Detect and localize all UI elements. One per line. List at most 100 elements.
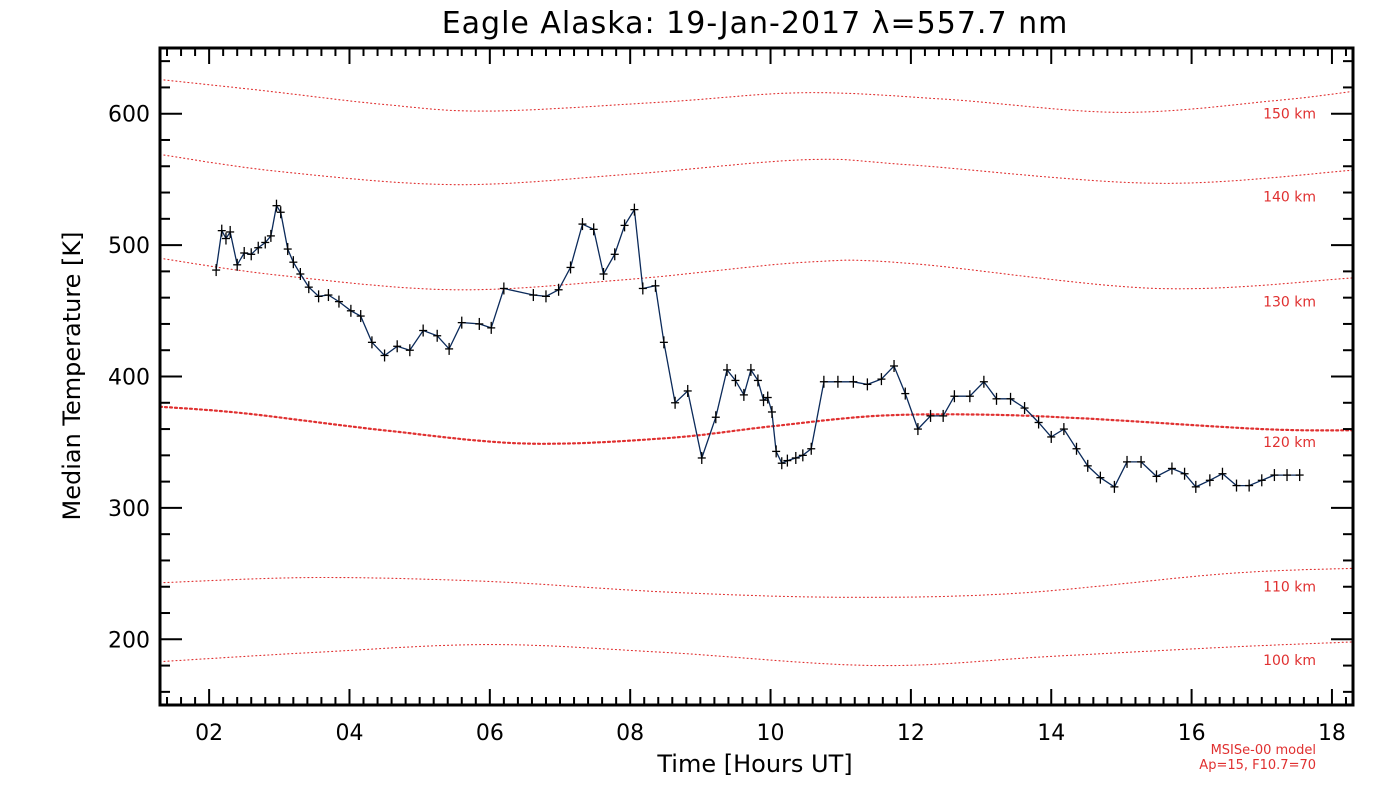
model-curve-110km xyxy=(159,567,1354,598)
model-curve-label: 120 km xyxy=(1263,435,1316,451)
data-point xyxy=(240,246,249,259)
data-point xyxy=(233,258,242,271)
data-point xyxy=(863,378,872,391)
temperature-series xyxy=(212,199,1304,493)
x-tick-label: 16 xyxy=(1178,721,1206,746)
data-point xyxy=(445,342,454,355)
data-point xyxy=(620,219,629,232)
data-point xyxy=(1205,474,1214,487)
data-point xyxy=(499,282,508,295)
data-point xyxy=(283,243,292,256)
data-point xyxy=(367,336,376,349)
data-point xyxy=(833,375,842,388)
data-point xyxy=(753,374,762,387)
model-curve-130km xyxy=(159,257,1354,291)
data-point xyxy=(1110,480,1119,493)
data-point xyxy=(226,225,235,238)
data-point xyxy=(566,261,575,274)
data-point xyxy=(731,374,740,387)
model-curve-label: 140 km xyxy=(1263,189,1316,205)
data-point xyxy=(772,445,781,458)
data-point xyxy=(1218,467,1227,480)
data-point xyxy=(763,391,772,404)
y-axis-label: Median Temperature [K] xyxy=(58,231,86,520)
data-point xyxy=(1072,442,1081,455)
data-point xyxy=(791,451,800,464)
data-point xyxy=(217,224,226,237)
data-point xyxy=(671,396,680,409)
data-point xyxy=(739,388,748,401)
model-curves xyxy=(158,78,1355,667)
data-point xyxy=(807,442,816,455)
y-tick-label: 300 xyxy=(108,497,150,522)
data-point xyxy=(1245,479,1254,492)
data-point xyxy=(554,283,563,296)
data-point xyxy=(1006,392,1015,405)
series-line xyxy=(215,203,1300,488)
model-curve-140km xyxy=(159,153,1354,186)
data-point xyxy=(683,384,692,397)
model-curve-150km xyxy=(159,78,1354,113)
data-point xyxy=(1283,469,1292,482)
model-curve-label: 100 km xyxy=(1263,653,1316,669)
data-point xyxy=(759,394,768,407)
data-point xyxy=(798,449,807,462)
data-point xyxy=(913,423,922,436)
data-point xyxy=(1096,471,1105,484)
x-tick-label: 02 xyxy=(195,721,223,746)
data-point xyxy=(819,375,828,388)
data-point xyxy=(296,268,305,281)
data-point xyxy=(1137,455,1146,468)
model-note-line-2: Ap=15, F10.7=70 xyxy=(1199,758,1316,773)
data-point xyxy=(659,336,668,349)
data-point xyxy=(419,324,428,337)
y-tick-label: 200 xyxy=(108,628,150,653)
data-point xyxy=(380,349,389,362)
data-point xyxy=(1020,402,1029,415)
data-point xyxy=(992,392,1001,405)
model-curve-100km xyxy=(159,641,1354,667)
model-note-line-1: MSISe-00 model xyxy=(1211,743,1316,758)
data-point xyxy=(457,316,466,329)
model-curve-labels: 150 km 140 km 130 km 120 km 110 km 100 km xyxy=(1263,107,1316,670)
data-point xyxy=(950,390,959,403)
data-point xyxy=(926,409,935,422)
data-point xyxy=(289,256,298,269)
data-point xyxy=(723,363,732,376)
x-axis-label: Time [Hours UT] xyxy=(656,750,852,778)
y-axis-ticks: 200 300 400 500 600 xyxy=(108,60,1353,693)
x-tick-label: 10 xyxy=(757,721,785,746)
data-point xyxy=(529,289,538,302)
data-point xyxy=(1167,462,1176,475)
data-point xyxy=(266,229,275,242)
data-point xyxy=(638,282,647,295)
data-point xyxy=(1123,455,1132,468)
data-point xyxy=(939,409,948,422)
data-point xyxy=(877,373,886,386)
data-point xyxy=(1047,430,1056,443)
data-point xyxy=(965,390,974,403)
data-point xyxy=(651,279,660,292)
data-point xyxy=(1270,469,1279,482)
data-point xyxy=(777,457,786,470)
data-point xyxy=(630,203,639,216)
data-point xyxy=(324,289,333,302)
x-tick-label: 08 xyxy=(616,721,644,746)
x-tick-label: 04 xyxy=(335,721,363,746)
data-point xyxy=(356,310,365,323)
data-point xyxy=(849,375,858,388)
x-tick-label: 14 xyxy=(1037,721,1065,746)
data-point xyxy=(247,248,256,261)
data-point xyxy=(1152,470,1161,483)
data-point xyxy=(711,411,720,424)
data-point xyxy=(1180,467,1189,480)
data-point xyxy=(272,199,281,212)
data-point xyxy=(1083,459,1092,472)
data-point xyxy=(1059,423,1068,436)
data-point xyxy=(334,295,343,308)
model-curve-label: 150 km xyxy=(1263,107,1316,123)
data-point xyxy=(599,268,608,281)
data-point xyxy=(261,236,270,249)
data-point xyxy=(746,363,755,376)
